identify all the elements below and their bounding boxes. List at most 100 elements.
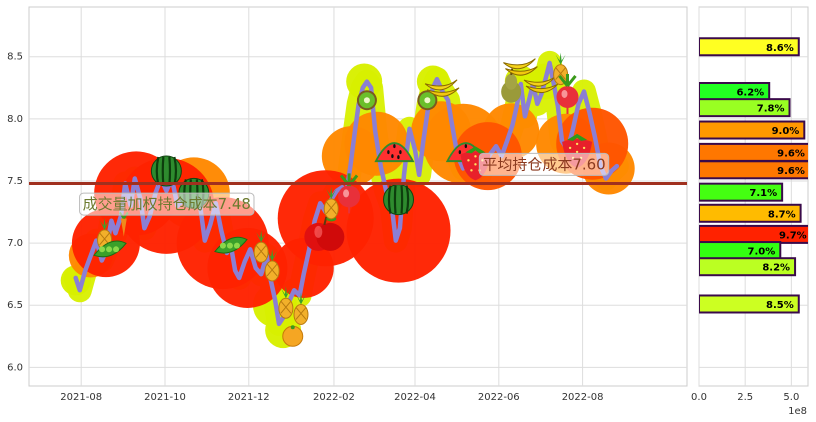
y-tick-label: 8.5 bbox=[7, 52, 23, 63]
seed bbox=[387, 150, 390, 155]
volume-percent-label: 7.1% bbox=[749, 188, 777, 199]
shine bbox=[561, 89, 568, 98]
seed bbox=[568, 146, 572, 150]
seed bbox=[575, 142, 579, 146]
leaves bbox=[558, 73, 577, 87]
side-x-axis: 0.0 2.5 5.0 1e8 bbox=[691, 392, 807, 417]
shine bbox=[314, 225, 323, 238]
banana-2 bbox=[505, 66, 538, 76]
pea bbox=[219, 242, 226, 249]
volume-percent-label: 9.6% bbox=[777, 148, 805, 159]
kiwi-icon bbox=[417, 90, 438, 111]
stripe bbox=[405, 185, 410, 214]
volume-percent-label: 7.8% bbox=[757, 104, 785, 115]
banana-1 bbox=[503, 58, 536, 70]
banana-2 bbox=[426, 87, 460, 97]
peapod-icon bbox=[93, 240, 127, 258]
pineapple-icon bbox=[278, 286, 294, 319]
banana-1 bbox=[424, 79, 458, 91]
volume-profile-bar bbox=[699, 160, 808, 180]
seed bbox=[467, 159, 470, 162]
x-axis: 2021-08 2021-10 2021-12 2022-02 2022-04 2022-… bbox=[60, 392, 603, 403]
kiwi-core bbox=[424, 97, 431, 104]
slice-flesh bbox=[377, 144, 412, 161]
x-tick-label: 2021-12 bbox=[228, 392, 270, 403]
pear-icon bbox=[501, 68, 522, 103]
orange-leaf bbox=[290, 325, 295, 330]
x-tick-label: 2022-08 bbox=[562, 392, 604, 403]
watermelon-icon bbox=[383, 184, 415, 216]
seed bbox=[474, 155, 477, 158]
crown bbox=[267, 248, 278, 261]
seed bbox=[464, 144, 468, 149]
watermelon-icon bbox=[150, 155, 182, 187]
seed bbox=[399, 150, 402, 155]
seed bbox=[397, 155, 400, 160]
volume-profile-bar bbox=[699, 37, 800, 57]
volume-profile-bar bbox=[699, 294, 800, 314]
crown bbox=[256, 230, 267, 243]
crown bbox=[326, 186, 337, 199]
crown bbox=[295, 292, 306, 305]
pear-bottom bbox=[501, 80, 522, 103]
volume-percent-label: 8.2% bbox=[762, 263, 790, 274]
pineapple-icon bbox=[264, 248, 280, 282]
fruit-icons-layer bbox=[93, 52, 593, 347]
y-tick-label: 8.0 bbox=[7, 114, 23, 125]
x-tick-label: 2022-06 bbox=[478, 392, 520, 403]
kiwi-icon bbox=[356, 90, 377, 111]
volume-profile-bar bbox=[699, 257, 797, 277]
pear-top bbox=[505, 73, 518, 90]
stripe bbox=[400, 185, 404, 214]
apple-right bbox=[316, 222, 345, 251]
radish-body bbox=[338, 185, 361, 208]
stripe bbox=[393, 185, 397, 214]
avg-cost-annotation: 平均持仓成本7.60 bbox=[482, 155, 605, 173]
watermelon-slice-icon bbox=[374, 142, 415, 163]
seed bbox=[458, 150, 462, 155]
kiwi-core bbox=[363, 97, 370, 104]
orange-icon bbox=[282, 325, 304, 347]
side-x-tick-label: 2.5 bbox=[737, 392, 753, 403]
stem bbox=[323, 216, 328, 226]
volume-profile-bar bbox=[699, 98, 791, 118]
side-x-offset-label: 1e8 bbox=[788, 406, 807, 417]
volume-percent-label: 8.6% bbox=[766, 43, 794, 54]
pea bbox=[233, 242, 240, 249]
seed bbox=[391, 154, 394, 159]
banana-icon bbox=[424, 79, 460, 97]
pea bbox=[113, 246, 120, 253]
stripe bbox=[161, 156, 165, 186]
main-series-layer: 成交量加权持仓成本7.48 平均持仓成本7.60 bbox=[29, 50, 687, 349]
side-x-tick-label: 5.0 bbox=[783, 392, 799, 403]
volume-percent-label: 9.7% bbox=[779, 230, 807, 241]
pattern bbox=[280, 300, 292, 314]
seed bbox=[470, 169, 473, 172]
pattern bbox=[325, 201, 337, 215]
crown bbox=[99, 217, 110, 230]
pea bbox=[99, 246, 106, 253]
pattern bbox=[255, 244, 267, 258]
pattern bbox=[295, 307, 307, 320]
volume-percent-label: 8.7% bbox=[768, 209, 796, 220]
volume-percent-label: 9.6% bbox=[777, 166, 805, 177]
volume-percent-label: 7.0% bbox=[748, 247, 776, 258]
pea bbox=[106, 246, 113, 253]
annotation-box bbox=[478, 152, 610, 176]
volume-percent-label: 8.5% bbox=[766, 300, 794, 311]
volume-percent-label: 6.2% bbox=[736, 87, 764, 98]
pea bbox=[226, 242, 233, 249]
x-tick-label: 2021-10 bbox=[144, 392, 186, 403]
y-tick-label: 7.0 bbox=[7, 238, 23, 249]
x-tick-label: 2022-02 bbox=[313, 392, 355, 403]
shine bbox=[343, 189, 350, 198]
radish-body bbox=[556, 85, 579, 108]
volume-profile-bar bbox=[699, 203, 802, 223]
calyx bbox=[465, 146, 486, 154]
y-axis: 6.0 6.5 7.0 7.5 8.0 8.5 bbox=[7, 52, 23, 374]
price-line bbox=[73, 60, 620, 327]
seed bbox=[575, 150, 579, 154]
crown bbox=[555, 52, 566, 65]
carrot-body bbox=[120, 218, 127, 237]
